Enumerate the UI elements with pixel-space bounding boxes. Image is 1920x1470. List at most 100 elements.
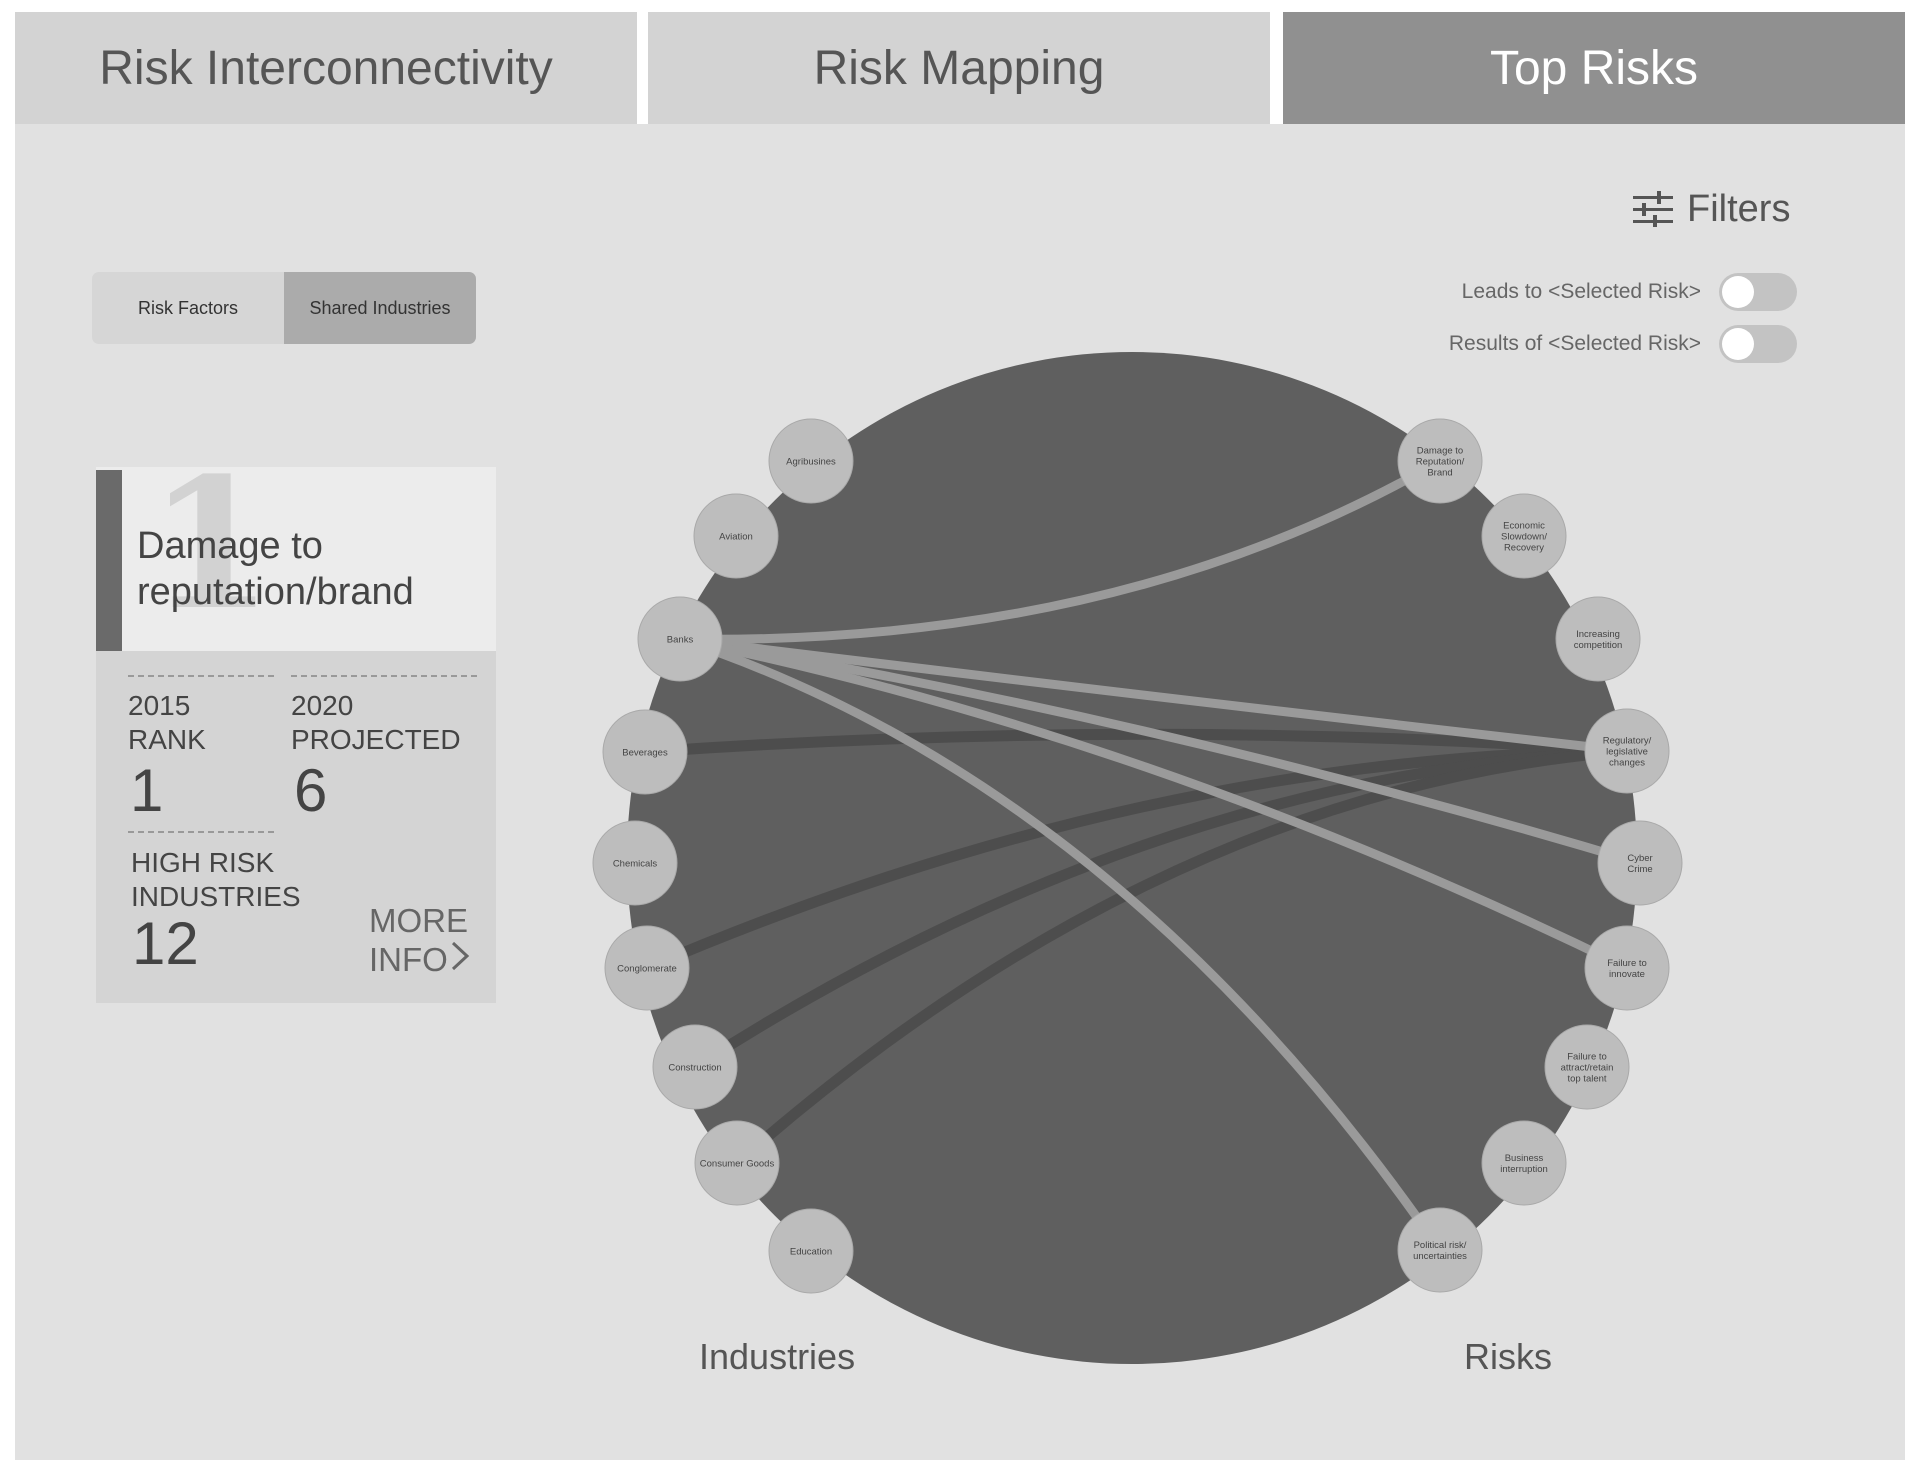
results-of-switch[interactable] — [1719, 325, 1797, 363]
industry-node-3[interactable]: Beverages — [602, 709, 688, 795]
industry-node-label: Construction — [668, 1063, 721, 1074]
background-link — [731, 745, 1633, 1169]
industry-node-circle — [694, 1120, 780, 1206]
divider — [291, 675, 477, 677]
risk-node-label: Cyber Crime — [1627, 853, 1652, 875]
industry-node-label: Conglomerate — [617, 964, 677, 975]
chevron-right-icon — [450, 940, 470, 979]
toggle-leads-to-label: Leads to <Selected Risk> — [1461, 280, 1701, 303]
industries-axis-label: Industries — [699, 1336, 856, 1377]
risk-node-label: Political risk/uncertainties — [1413, 1240, 1467, 1262]
rank-watermark: 1 — [148, 439, 274, 650]
toggle-leads-to: Leads to <Selected Risk> — [1462, 272, 1797, 312]
risk-node-8[interactable]: Political risk/uncertainties — [1397, 1207, 1483, 1293]
segment-shared-industries[interactable]: Shared Industries — [284, 272, 476, 344]
risk-node-3[interactable]: Regulatory/legislative changes — [1584, 708, 1670, 794]
risk-card-stats: 2015 RANK 1 2020 PROJECTED 6 HIGH RISK I… — [96, 651, 496, 1003]
industry-node-1[interactable]: Aviation — [693, 493, 779, 579]
risk-node-2[interactable]: Increasing competition — [1555, 596, 1641, 682]
tab-risk-mapping[interactable]: Risk Mapping — [648, 12, 1270, 124]
view-segmented-control: Risk Factors Shared Industries — [92, 272, 476, 344]
risk-node-circle — [1397, 1207, 1483, 1293]
segment-risk-factors[interactable]: Risk Factors — [92, 272, 284, 344]
risk-node-7[interactable]: Business interruption — [1481, 1120, 1567, 1206]
industry-node-label: Consumer Goods — [700, 1159, 775, 1170]
filters-label: Filters — [1687, 187, 1791, 230]
highlighted-link — [675, 634, 1632, 973]
risk-node-1[interactable]: Economic Slowdown/Recovery — [1481, 493, 1567, 579]
industry-node-circle — [768, 418, 854, 504]
risk-node-4[interactable]: Cyber Crime — [1597, 820, 1683, 906]
industry-node-0[interactable]: Agribusines — [768, 418, 854, 504]
more-info-link[interactable]: MORE INFO — [369, 901, 470, 979]
industry-node-6[interactable]: Construction — [652, 1024, 738, 1110]
high-risk-industries-label: HIGH RISK INDUSTRIES — [131, 847, 301, 912]
sliders-icon — [1633, 191, 1673, 227]
risk-detail-card: 1 Damage to reputation/brand 2015 RANK 1… — [96, 455, 496, 1003]
risk-node-circle — [1481, 1120, 1567, 1206]
switch-knob — [1722, 276, 1754, 308]
toggle-results-of: Results of <Selected Risk> — [1449, 324, 1797, 364]
more-info-line1: MORE — [369, 902, 468, 939]
risk-node-circle — [1597, 820, 1683, 906]
accent-bar — [96, 470, 122, 651]
risk-node-label: Business interruption — [1500, 1153, 1548, 1175]
chord-nodes: Agribusines Aviation Banks Beverages Chemica… — [592, 418, 1683, 1294]
industry-node-label: Agribusines — [786, 457, 836, 468]
divider — [128, 675, 274, 677]
industry-node-label: Banks — [667, 635, 694, 646]
risk-card-header: 1 Damage to reputation/brand — [96, 455, 496, 651]
risks-axis-label: Risks — [1464, 1336, 1552, 1377]
tab-risk-interconnectivity[interactable]: Risk Interconnectivity — [15, 12, 637, 124]
industry-node-label: Chemicals — [613, 859, 658, 870]
projected-2020-label: 2020 PROJECTED — [291, 690, 461, 755]
industry-node-label: Education — [790, 1247, 832, 1258]
risk-node-circle — [1584, 708, 1670, 794]
tab-top-risks[interactable]: Top Risks — [1283, 12, 1905, 124]
filters-button[interactable]: Filters — [1633, 184, 1790, 234]
risk-node-label: Economic Slowdown/Recovery — [1501, 521, 1547, 554]
risk-node-6[interactable]: Failure to attract/retain top talent — [1544, 1024, 1630, 1110]
industry-node-5[interactable]: Conglomerate — [604, 925, 690, 1011]
highlighted-link — [675, 634, 1645, 868]
risk-node-circle — [1397, 418, 1483, 504]
highlighted-link — [675, 634, 1632, 756]
risk-node-circle — [1555, 596, 1641, 682]
industry-node-circle — [637, 596, 723, 682]
risk-node-5[interactable]: Failure to innovate — [1584, 925, 1670, 1011]
chord-links — [639, 456, 1645, 1255]
industry-node-7[interactable]: Consumer Goods — [694, 1120, 780, 1206]
switch-knob — [1722, 328, 1754, 360]
risk-node-label: Failure to attract/retain top talent — [1561, 1052, 1614, 1085]
chord-disc — [627, 352, 1637, 1364]
risk-node-0[interactable]: Damage to Reputation/Brand — [1397, 418, 1483, 504]
industry-node-circle — [768, 1208, 854, 1294]
more-info-line2: INFO — [369, 940, 470, 979]
industry-node-circle — [693, 493, 779, 579]
industry-node-circle — [592, 820, 678, 906]
leads-to-switch[interactable] — [1719, 273, 1797, 311]
divider — [128, 831, 274, 833]
industry-node-4[interactable]: Chemicals — [592, 820, 678, 906]
projected-2020-value: 6 — [294, 757, 328, 824]
risk-title: Damage to reputation/brand — [137, 525, 414, 613]
background-link — [689, 745, 1633, 1073]
highlighted-link — [675, 634, 1445, 1255]
industry-node-2[interactable]: Banks — [637, 596, 723, 682]
background-link — [641, 745, 1633, 974]
risk-node-circle — [1544, 1024, 1630, 1110]
risk-node-circle — [1584, 925, 1670, 1011]
industry-node-circle — [604, 925, 690, 1011]
risk-node-circle — [1481, 493, 1567, 579]
industry-node-circle — [652, 1024, 738, 1110]
highlighted-link — [675, 456, 1445, 644]
risk-node-label: Increasing competition — [1574, 629, 1623, 651]
chord-disc-layer — [627, 352, 1637, 1364]
industry-node-circle — [602, 709, 688, 795]
risk-node-label: Regulatory/legislative changes — [1603, 736, 1652, 769]
high-risk-industries-value: 12 — [132, 910, 199, 977]
industry-node-label: Beverages — [622, 748, 668, 759]
risk-node-label: Failure to innovate — [1607, 958, 1647, 980]
industry-node-8[interactable]: Education — [768, 1208, 854, 1294]
